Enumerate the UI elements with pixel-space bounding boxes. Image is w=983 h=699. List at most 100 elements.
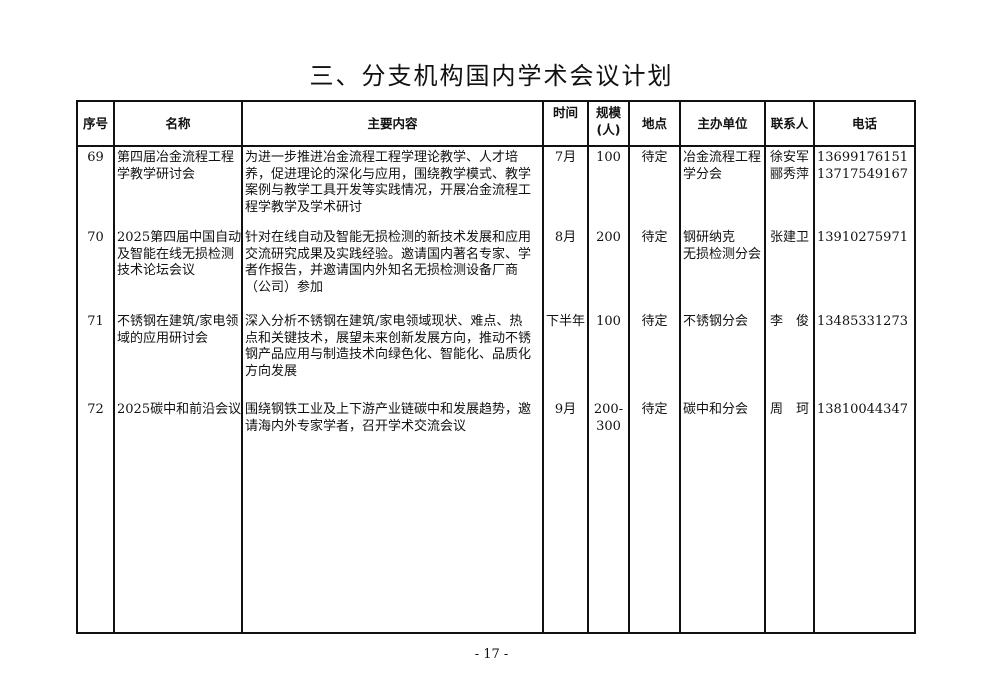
cell-line: 郦秀萍 bbox=[769, 166, 809, 182]
header-host: 主办单位 bbox=[679, 100, 766, 147]
cell-line: 2025碳中和前沿会议 bbox=[117, 402, 242, 417]
cell-line: 交流研究成果及实践经验。邀请国内著名专家、学 bbox=[245, 246, 532, 262]
cell-place: 待定 bbox=[628, 311, 681, 399]
cell-line: 无损检测分会 bbox=[683, 246, 762, 262]
cell-phone: 13485331273 bbox=[813, 311, 916, 399]
cell-line: 李 俊 bbox=[769, 314, 809, 329]
cell-place: 待定 bbox=[628, 227, 681, 311]
cell-line: （公司）参加 bbox=[245, 279, 324, 295]
cell-line: 域的应用研讨会 bbox=[117, 330, 209, 346]
cell-line: 周 珂 bbox=[769, 402, 809, 417]
cell-time: 9月 bbox=[542, 399, 589, 634]
cell-line: 待定 bbox=[641, 402, 668, 417]
header-place: 地点 bbox=[628, 100, 681, 147]
table-row: 72 2025碳中和前沿会议 围绕钢铁工业及上下游产业链碳中和发展趋势，邀 请海内外专… bbox=[76, 399, 916, 634]
cell-line: 300 bbox=[596, 418, 621, 434]
cell-no: 72 bbox=[76, 399, 115, 634]
header-scale: 规模 (人) bbox=[587, 100, 630, 147]
cell-line: 钢产品应用与制造技术向绿色化、智能化、品质化 bbox=[245, 347, 532, 362]
cell-line: 8月 bbox=[554, 230, 577, 245]
header-contact: 联系人 bbox=[764, 100, 815, 147]
cell-host: 碳中和分会 bbox=[679, 399, 766, 634]
cell-line: 13717549167 bbox=[817, 166, 908, 182]
table-row: 69 第四届冶金流程工程 学教学研讨会 为进一步推进冶金流程工程学理论教学、人才培 养，… bbox=[76, 146, 916, 227]
cell-line: 技术论坛会议 bbox=[117, 263, 196, 278]
cell-line: 100 bbox=[596, 150, 621, 165]
cell-time: 下半年 bbox=[542, 311, 589, 399]
cell-line: 针对在线自动及智能无损检测的新技术发展和应用 bbox=[245, 230, 532, 245]
header-no: 序号 bbox=[76, 100, 115, 147]
cell-scale: 100 bbox=[587, 146, 630, 227]
cell-scale: 200- 300 bbox=[587, 399, 630, 634]
cell-line: 100 bbox=[596, 314, 621, 329]
cell-no: 69 bbox=[76, 146, 115, 227]
header-row: 序号 名称 主要内容 时间 规模 (人) 地点 主办单位 联系人 电话 bbox=[76, 100, 916, 147]
cell-contact: 张建卫 bbox=[764, 227, 815, 311]
cell-line: 下半年 bbox=[545, 314, 585, 329]
cell-name: 2025碳中和前沿会议 bbox=[113, 399, 243, 634]
cell-line: 13910275971 bbox=[817, 230, 908, 245]
cell-no: 71 bbox=[76, 311, 115, 399]
cell-phone: 13699176151 13717549167 bbox=[813, 146, 916, 227]
cell-contact: 徐安军 郦秀萍 bbox=[764, 146, 815, 227]
cell-line: 第四届冶金流程工程 bbox=[117, 150, 235, 165]
cell-line: 徐安军 bbox=[769, 150, 809, 165]
cell-phone: 13910275971 bbox=[813, 227, 916, 311]
cell-time: 7月 bbox=[542, 146, 589, 227]
cell-line: 请海内外专家学者，召开学术交流会议 bbox=[245, 418, 467, 434]
header-phone: 电话 bbox=[813, 100, 916, 147]
cell-line: 13810044347 bbox=[817, 402, 908, 417]
cell-line: 7月 bbox=[554, 150, 577, 165]
cell-time: 8月 bbox=[542, 227, 589, 311]
cell-line: 待定 bbox=[641, 230, 668, 245]
cell-line: 及智能在线无损检测 bbox=[117, 246, 235, 262]
cell-line: 不锈钢分会 bbox=[683, 314, 749, 329]
cell-line: 13699176151 bbox=[817, 150, 908, 165]
header-scale-line2: (人) bbox=[596, 122, 621, 137]
cell-host: 钢研纳克 无损检测分会 bbox=[679, 227, 766, 311]
cell-contact: 李 俊 bbox=[764, 311, 815, 399]
cell-line: 待定 bbox=[641, 314, 668, 329]
table-row: 71 不锈钢在建筑/家电领 域的应用研讨会 深入分析不锈钢在建筑/家电领域现状、难点、… bbox=[76, 311, 916, 399]
cell-host: 冶金流程工程 学分会 bbox=[679, 146, 766, 227]
cell-contact: 周 珂 bbox=[764, 399, 815, 634]
cell-line: 程学教学及学术研讨 bbox=[245, 199, 363, 215]
cell-phone: 13810044347 bbox=[813, 399, 916, 634]
cell-line: 200- bbox=[593, 402, 624, 417]
cell-line: 围绕钢铁工业及上下游产业链碳中和发展趋势，邀 bbox=[245, 402, 532, 417]
cell-place: 待定 bbox=[628, 399, 681, 634]
cell-line: 案例与教学工具开发等实践情况，开展冶金流程工 bbox=[245, 183, 532, 198]
cell-content: 深入分析不锈钢在建筑/家电领域现状、难点、热 点和关键技术，展望未来创新发展方向，… bbox=[241, 311, 544, 399]
cell-line: 13485331273 bbox=[817, 314, 908, 329]
header-scale-line1: 规模 bbox=[595, 105, 621, 120]
cell-line: 9月 bbox=[554, 402, 577, 417]
cell-line: 点和关键技术，展望未来创新发展方向，推动不锈 bbox=[245, 330, 532, 346]
cell-line: 深入分析不锈钢在建筑/家电领域现状、难点、热 bbox=[245, 314, 523, 329]
page-number: - 17 - bbox=[474, 647, 509, 662]
cell-line: 碳中和分会 bbox=[683, 402, 749, 417]
conference-plan-table: 序号 名称 主要内容 时间 规模 (人) 地点 主办单位 联系人 电话 69 第四届… bbox=[76, 100, 916, 634]
cell-line: 者作报告，并邀请国内外知名无损检测设备厂商 bbox=[245, 263, 519, 278]
table-row: 70 2025第四届中国自动 及智能在线无损检测 技术论坛会议 针对在线自动及智能无损检… bbox=[76, 227, 916, 311]
page-title: 三、分支机构国内学术会议计划 bbox=[309, 62, 674, 90]
cell-line: 冶金流程工程 bbox=[683, 150, 762, 165]
cell-no: 70 bbox=[76, 227, 115, 311]
cell-name: 不锈钢在建筑/家电领 域的应用研讨会 bbox=[113, 311, 243, 399]
cell-line: 学分会 bbox=[683, 166, 723, 182]
cell-content: 针对在线自动及智能无损检测的新技术发展和应用 交流研究成果及实践经验。邀请国内著名… bbox=[241, 227, 544, 311]
cell-line: 养，促进理论的深化与应用，围绕教学模式、教学 bbox=[245, 166, 532, 182]
header-time: 时间 bbox=[542, 100, 589, 147]
cell-line: 为进一步推进冶金流程工程学理论教学、人才培 bbox=[245, 150, 519, 165]
cell-line: 2025第四届中国自动 bbox=[117, 230, 242, 245]
cell-content: 为进一步推进冶金流程工程学理论教学、人才培 养，促进理论的深化与应用，围绕教学模式… bbox=[241, 146, 544, 227]
cell-line: 张建卫 bbox=[769, 230, 809, 245]
cell-line: 钢研纳克 bbox=[683, 230, 736, 245]
cell-name: 2025第四届中国自动 及智能在线无损检测 技术论坛会议 bbox=[113, 227, 243, 311]
cell-line: 方向发展 bbox=[245, 363, 298, 379]
cell-scale: 200 bbox=[587, 227, 630, 311]
cell-line: 学教学研讨会 bbox=[117, 166, 196, 182]
cell-line: 200 bbox=[596, 230, 621, 245]
cell-content: 围绕钢铁工业及上下游产业链碳中和发展趋势，邀 请海内外专家学者，召开学术交流会议 bbox=[241, 399, 544, 634]
cell-line: 不锈钢在建筑/家电领 bbox=[117, 314, 239, 329]
cell-place: 待定 bbox=[628, 146, 681, 227]
